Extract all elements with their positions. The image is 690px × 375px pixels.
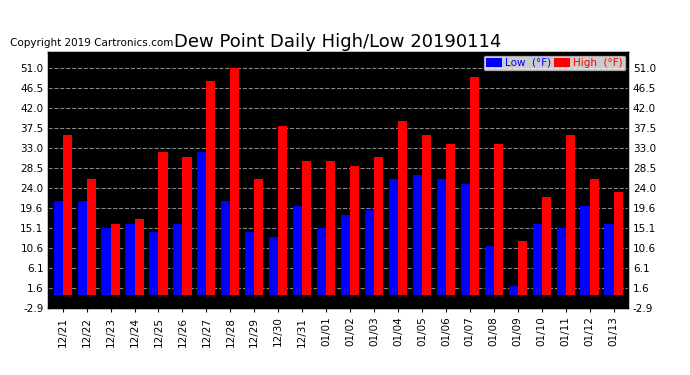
Bar <box>173 224 182 295</box>
Bar <box>580 206 589 295</box>
Legend: Low  (°F), High  (°F): Low (°F), High (°F) <box>483 55 626 71</box>
Bar <box>398 122 407 295</box>
Title: Dew Point Daily High/Low 20190114: Dew Point Daily High/Low 20190114 <box>175 33 502 51</box>
Bar <box>269 237 278 295</box>
Bar <box>413 175 422 295</box>
Bar <box>54 201 63 295</box>
Bar <box>604 224 613 295</box>
Bar <box>557 228 566 295</box>
Bar <box>197 153 206 295</box>
Bar <box>518 241 527 295</box>
Bar <box>278 126 287 295</box>
Bar <box>484 246 494 295</box>
Bar <box>542 197 551 295</box>
Bar <box>135 219 144 295</box>
Bar <box>87 179 96 295</box>
Bar <box>589 179 599 295</box>
Bar <box>182 157 192 295</box>
Bar <box>126 224 135 295</box>
Bar <box>221 201 230 295</box>
Bar <box>365 210 374 295</box>
Bar <box>446 144 455 295</box>
Bar <box>77 201 87 295</box>
Bar <box>533 224 542 295</box>
Bar <box>613 192 622 295</box>
Bar <box>293 206 302 295</box>
Bar <box>302 161 311 295</box>
Bar <box>326 161 335 295</box>
Bar <box>566 135 575 295</box>
Bar <box>245 232 255 295</box>
Bar <box>494 144 503 295</box>
Bar <box>63 135 72 295</box>
Bar <box>389 179 398 295</box>
Bar <box>206 81 215 295</box>
Text: Copyright 2019 Cartronics.com: Copyright 2019 Cartronics.com <box>10 38 174 48</box>
Bar <box>110 224 119 295</box>
Bar <box>101 228 110 295</box>
Bar <box>437 179 446 295</box>
Bar <box>317 228 326 295</box>
Bar <box>341 214 350 295</box>
Bar <box>350 166 359 295</box>
Bar <box>149 232 159 295</box>
Bar <box>461 183 470 295</box>
Bar <box>509 286 518 295</box>
Bar <box>422 135 431 295</box>
Bar <box>159 153 168 295</box>
Bar <box>230 68 239 295</box>
Bar <box>374 157 383 295</box>
Bar <box>470 77 479 295</box>
Bar <box>255 179 264 295</box>
